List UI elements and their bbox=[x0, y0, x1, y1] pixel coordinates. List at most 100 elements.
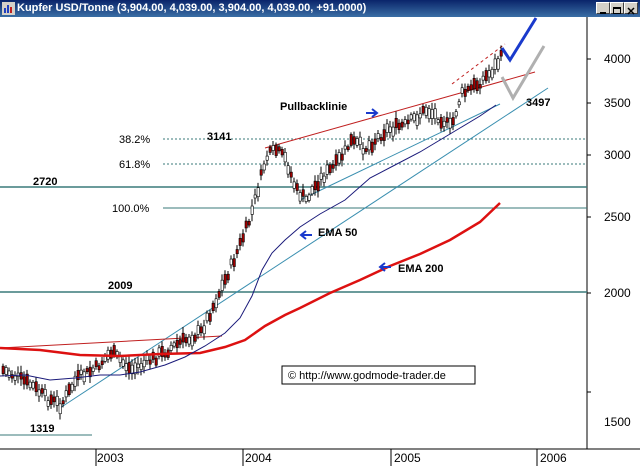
2004-uptrend-line bbox=[299, 103, 501, 201]
candle-body bbox=[265, 155, 269, 161]
candle-body bbox=[19, 372, 23, 380]
x-tick-label: 2004 bbox=[245, 451, 272, 465]
candle-body bbox=[376, 133, 380, 139]
x-tick-label: 2006 bbox=[540, 451, 567, 465]
candle-body bbox=[331, 164, 335, 169]
ema50-label: EMA 50 bbox=[318, 227, 357, 239]
candle-body bbox=[193, 334, 197, 342]
blue-projection-arrow bbox=[500, 17, 538, 63]
high-label-3141: 3141 bbox=[207, 131, 231, 143]
candle-body bbox=[187, 336, 191, 345]
candle-body bbox=[10, 374, 14, 379]
candle-body bbox=[412, 113, 416, 122]
candle-body bbox=[61, 400, 65, 405]
candle-body bbox=[151, 351, 155, 360]
candle-body bbox=[247, 220, 251, 226]
price-chart[interactable]: 4000 3500 3000 2500 2000 1500 2003 2004 … bbox=[0, 17, 640, 466]
candle-body bbox=[385, 123, 389, 133]
candle-body bbox=[472, 78, 476, 90]
candle-body bbox=[70, 383, 74, 392]
pullback-line bbox=[264, 71, 536, 149]
candle-body bbox=[52, 396, 56, 403]
candle-body bbox=[430, 109, 434, 119]
candle-body bbox=[478, 84, 482, 89]
close-button[interactable] bbox=[624, 2, 638, 15]
candle-body bbox=[292, 181, 296, 189]
candle-body bbox=[295, 183, 299, 191]
candle-body bbox=[310, 186, 314, 195]
fib-38-label: 38.2% bbox=[119, 134, 150, 146]
candle-body bbox=[154, 357, 158, 366]
candle-body bbox=[319, 172, 323, 180]
candle-body bbox=[139, 363, 143, 370]
candle-body bbox=[157, 347, 161, 357]
candle-body bbox=[49, 394, 53, 405]
candle-body bbox=[421, 105, 425, 114]
candle-body bbox=[169, 345, 173, 351]
candle-body bbox=[487, 70, 491, 78]
candle-body bbox=[22, 376, 26, 385]
candle-body bbox=[76, 370, 80, 381]
candle-body bbox=[316, 181, 320, 192]
candle-body bbox=[79, 369, 83, 375]
candle-body bbox=[388, 126, 392, 133]
candle-body bbox=[451, 117, 455, 126]
candle-body bbox=[481, 75, 485, 81]
candle-body bbox=[394, 117, 398, 128]
candle-body bbox=[499, 50, 503, 57]
candle-body bbox=[403, 119, 407, 125]
candle-body bbox=[427, 108, 431, 120]
candle-body bbox=[232, 258, 236, 267]
candle-body bbox=[253, 194, 257, 199]
candle-body bbox=[34, 381, 38, 393]
candle-body bbox=[178, 339, 182, 345]
candle-body bbox=[334, 154, 338, 166]
candle-body bbox=[241, 233, 245, 243]
title-bar[interactable]: Kupfer USD/Tonne (3,904.00, 4,039.00, 3,… bbox=[0, 0, 640, 17]
candle-body bbox=[238, 238, 242, 246]
candle-body bbox=[100, 360, 104, 365]
candle-body bbox=[25, 373, 29, 386]
candle-body bbox=[244, 220, 248, 229]
candle-body bbox=[406, 119, 410, 125]
ema-50-line bbox=[0, 104, 497, 381]
candle-body bbox=[460, 87, 464, 94]
candle-body bbox=[7, 370, 11, 378]
candle-body bbox=[214, 298, 218, 309]
candle-body bbox=[109, 349, 113, 359]
candle-body bbox=[94, 360, 98, 367]
candle-body bbox=[382, 129, 386, 141]
candle-body bbox=[211, 302, 215, 312]
chart-app-icon bbox=[2, 2, 15, 15]
candle-body bbox=[256, 187, 260, 197]
candlestick-series bbox=[1, 45, 503, 420]
candle-body bbox=[346, 146, 350, 150]
copyright-box bbox=[281, 365, 476, 385]
candle-body bbox=[40, 388, 44, 394]
candle-body bbox=[343, 145, 347, 150]
candle-body bbox=[286, 165, 290, 175]
candle-body bbox=[223, 274, 227, 285]
candle-body bbox=[67, 383, 71, 395]
minimize-button[interactable] bbox=[596, 2, 610, 14]
candle-body bbox=[130, 364, 134, 375]
candle-body bbox=[274, 144, 278, 156]
candle-body bbox=[307, 194, 311, 201]
candle-body bbox=[496, 58, 500, 70]
candle-body bbox=[415, 114, 419, 126]
candle-body bbox=[226, 273, 230, 281]
candle-body bbox=[352, 136, 356, 145]
candle-body bbox=[301, 189, 305, 197]
candle-body bbox=[328, 164, 332, 174]
maximize-button[interactable] bbox=[610, 2, 624, 14]
candle-body bbox=[229, 258, 233, 266]
candle-body bbox=[364, 148, 368, 152]
candle-body bbox=[172, 342, 176, 347]
y-tick-label: 1500 bbox=[604, 415, 631, 429]
candle-body bbox=[268, 147, 272, 153]
candle-body bbox=[160, 346, 164, 357]
candle-body bbox=[43, 389, 47, 397]
x-tick-label: 2005 bbox=[394, 451, 421, 465]
candle-body bbox=[397, 122, 401, 131]
candle-body bbox=[235, 249, 239, 255]
